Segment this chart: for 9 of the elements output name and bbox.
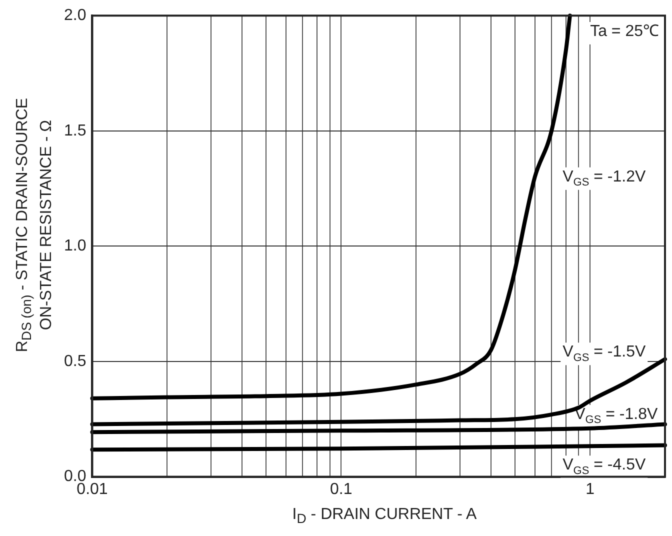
x-tick-label: 0.1 <box>330 480 352 498</box>
x-axis-title: I$_{D}$ - DRAIN CURRENT - A <box>291 506 478 526</box>
x-tick-label: 1 <box>586 480 595 498</box>
y-tick-label: 1.0 <box>64 238 86 255</box>
annotation: Ta = 25℃ <box>590 23 660 40</box>
y-tick-label: 0.5 <box>64 352 86 370</box>
x-tick-label: 0.01 <box>76 480 108 498</box>
y-tick-label: 2.0 <box>64 7 86 24</box>
y-tick-label: 1.5 <box>64 122 86 140</box>
